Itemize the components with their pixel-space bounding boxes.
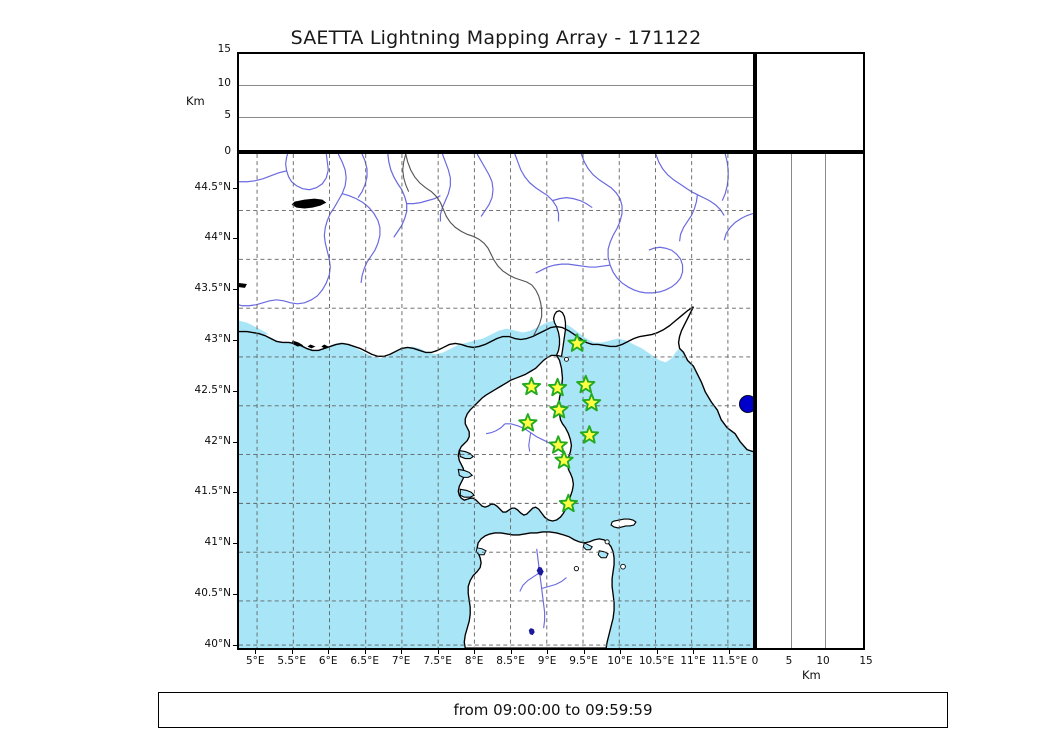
lon-tick-8.5: 8.5°E — [496, 655, 525, 667]
altitude-histogram-panel — [755, 52, 865, 152]
lat-tick-41.5: 41.5°N — [194, 485, 231, 498]
map-graphics — [239, 154, 753, 648]
lat-tickmark — [233, 594, 237, 596]
lat-tick-42.5: 42.5°N — [194, 383, 231, 396]
station-marker[interactable] — [549, 400, 569, 419]
lon-tickmark — [692, 650, 694, 654]
altitude-axis-label: Km — [186, 94, 205, 108]
alt-tick-5: 5 — [224, 109, 231, 121]
lon-tick-7.5: 7.5°E — [423, 655, 452, 667]
lon-tick-9.5: 9.5°E — [569, 655, 598, 667]
km-tick-5: 5 — [785, 655, 793, 667]
lat-tickmark — [233, 187, 237, 189]
lon-tickmark — [656, 650, 658, 654]
station-markers — [518, 333, 602, 513]
altitude-vs-latitude-panel — [755, 152, 865, 650]
station-marker[interactable] — [547, 377, 568, 397]
lon-tickmark — [364, 650, 366, 654]
lat-tickmark — [233, 390, 237, 392]
km-tick-0: 0 — [751, 655, 759, 667]
lon-tickmark — [474, 650, 476, 654]
lon-tickmark — [620, 650, 622, 654]
lon-tickmark — [729, 650, 731, 654]
lon-tickmark — [547, 650, 549, 654]
lat-tick-41: 41°N — [204, 536, 231, 549]
lat-tick-40.5: 40.5°N — [194, 587, 231, 600]
lon-tick-6: 6°E — [318, 655, 338, 667]
lat-tick-44.5: 44.5°N — [194, 180, 231, 193]
lon-tickmark — [437, 650, 439, 654]
lon-tick-7: 7°E — [391, 655, 411, 667]
lon-tickmark — [328, 650, 330, 654]
lat-tick-43: 43°N — [204, 333, 231, 346]
lat-tickmark — [233, 441, 237, 443]
km-tick-10: 10 — [816, 655, 830, 667]
lon-tickmark — [291, 650, 293, 654]
station-marker[interactable] — [581, 392, 602, 412]
lat-tickmark — [233, 492, 237, 494]
lat-tick-44: 44°N — [204, 231, 231, 244]
lon-tick-8: 8°E — [464, 655, 484, 667]
station-marker[interactable] — [548, 435, 568, 454]
km-tick-15: 15 — [859, 655, 873, 667]
lon-tick-11: 11°E — [680, 655, 706, 667]
gridline-km-5 — [790, 154, 792, 648]
alt-tick-0: 0 — [224, 145, 231, 157]
lon-tickmark — [401, 650, 403, 654]
lon-tickmark — [583, 650, 585, 654]
lon-tick-10.5: 10.5°E — [638, 655, 675, 667]
lon-tickmark — [255, 650, 257, 654]
plan-view-map[interactable] — [237, 152, 755, 650]
page-title: SAETTA Lightning Mapping Array - 171122 — [290, 27, 702, 49]
lon-tick-5: 5°E — [245, 655, 265, 667]
lat-tick-43.5: 43.5°N — [194, 282, 231, 295]
lat-tick-42: 42°N — [204, 434, 231, 447]
lat-tickmark — [233, 543, 237, 545]
time-window-bar: from 09:00:00 to 09:59:59 — [158, 692, 948, 728]
lat-tickmark — [233, 289, 237, 291]
lat-tickmark — [233, 340, 237, 342]
station-marker[interactable] — [521, 376, 542, 396]
lon-tick-9: 9°E — [537, 655, 557, 667]
time-window-text: from 09:00:00 to 09:59:59 — [453, 701, 653, 719]
station-marker[interactable] — [558, 493, 579, 513]
lon-tickmark — [510, 650, 512, 654]
alt-tick-15: 15 — [217, 43, 231, 55]
lon-tick-11.5: 11.5°E — [711, 655, 748, 667]
station-marker[interactable] — [554, 450, 574, 469]
alt-tick-10: 10 — [217, 77, 231, 89]
gridline-km-10 — [825, 154, 827, 648]
station-marker[interactable] — [579, 425, 600, 444]
station-marker[interactable] — [518, 413, 538, 432]
gridline-alt-5 — [239, 116, 753, 118]
lat-tickmark — [233, 238, 237, 240]
lat-tick-40: 40°N — [204, 637, 231, 650]
station-marker[interactable] — [576, 374, 596, 394]
km-axis-label: Km — [802, 668, 821, 682]
lon-tick-5.5: 5.5°E — [277, 655, 306, 667]
altitude-vs-longitude-panel — [237, 52, 755, 152]
lat-tickmark — [233, 644, 237, 646]
lon-tick-6.5: 6.5°E — [350, 655, 379, 667]
station-marker[interactable] — [567, 333, 587, 352]
lon-tick-10: 10°E — [607, 655, 633, 667]
edge-marker-dot — [739, 395, 753, 413]
gridline-alt-10 — [239, 85, 753, 87]
